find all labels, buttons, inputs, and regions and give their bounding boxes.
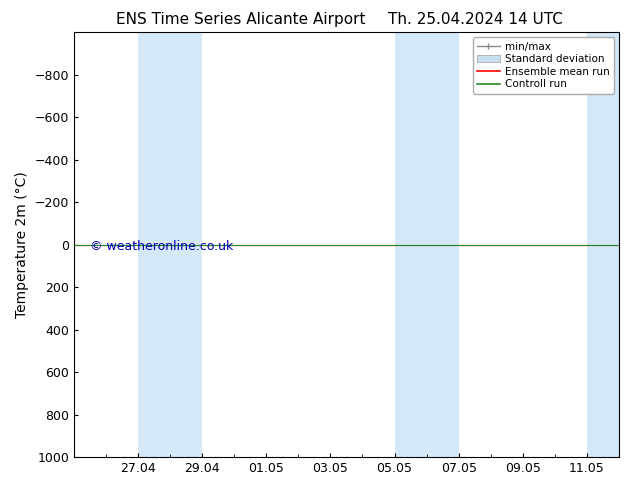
Bar bbox=[587, 32, 619, 457]
Text: © weatheronline.co.uk: © weatheronline.co.uk bbox=[90, 240, 233, 253]
Bar bbox=[394, 32, 458, 457]
Y-axis label: Temperature 2m (°C): Temperature 2m (°C) bbox=[15, 172, 29, 318]
Text: Th. 25.04.2024 14 UTC: Th. 25.04.2024 14 UTC bbox=[388, 12, 563, 27]
Bar bbox=[138, 32, 202, 457]
Text: ENS Time Series Alicante Airport: ENS Time Series Alicante Airport bbox=[116, 12, 366, 27]
Legend: min/max, Standard deviation, Ensemble mean run, Controll run: min/max, Standard deviation, Ensemble me… bbox=[472, 37, 614, 94]
